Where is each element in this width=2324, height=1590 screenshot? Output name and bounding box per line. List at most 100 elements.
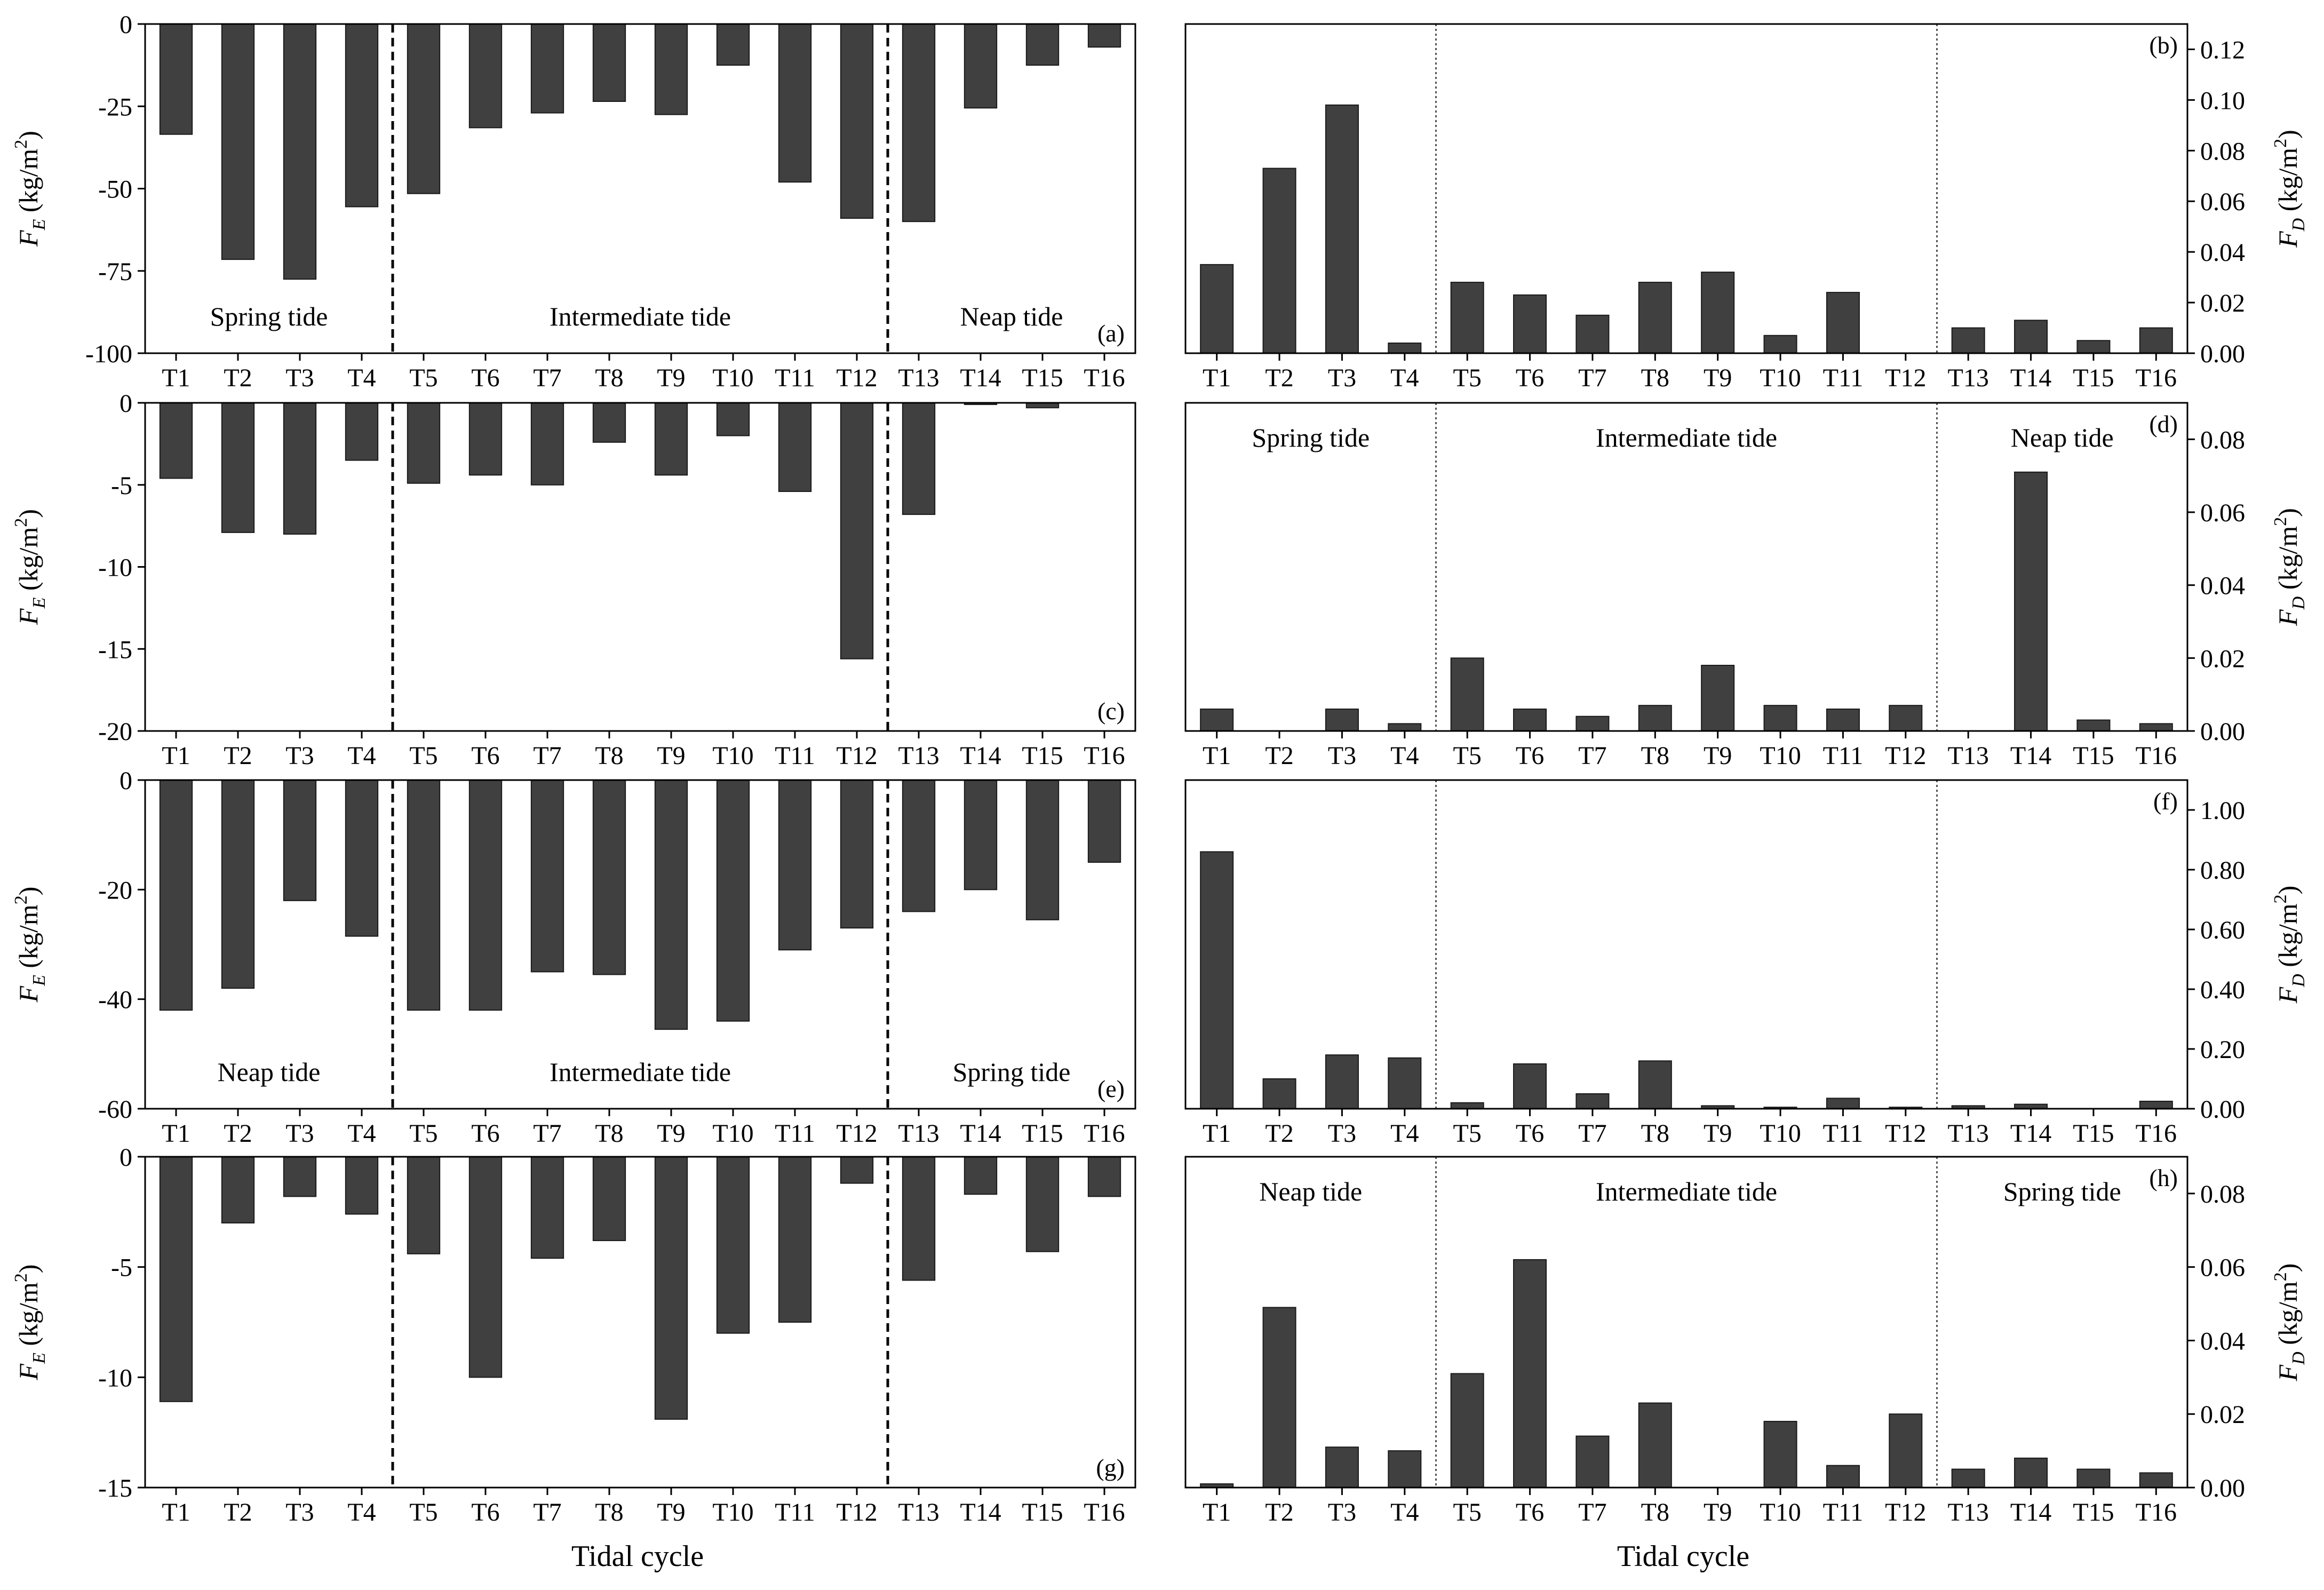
bar-e-T4 bbox=[346, 780, 378, 936]
bar-c-T7 bbox=[531, 403, 563, 485]
x-tick-label-T7: T7 bbox=[1578, 364, 1606, 392]
y-tick-label: -20 bbox=[98, 718, 132, 746]
x-tick-label-T10: T10 bbox=[1760, 742, 1801, 770]
bar-b-T9 bbox=[1701, 272, 1734, 353]
x-tick-label-T13: T13 bbox=[898, 364, 939, 392]
bar-e-T14 bbox=[965, 780, 997, 889]
y-axis-label-f-unit-close: ) bbox=[2273, 886, 2303, 895]
x-tick-label-T10: T10 bbox=[1760, 1498, 1801, 1527]
x-tick-label-T15: T15 bbox=[1022, 364, 1063, 392]
y-axis-label-h-subscript: D bbox=[2289, 1351, 2309, 1365]
tide-label-intermediate-tide: Intermediate tide bbox=[550, 301, 731, 331]
x-tick-label-T6: T6 bbox=[471, 1119, 499, 1148]
bar-g-T1 bbox=[160, 1157, 192, 1402]
bar-g-T8 bbox=[593, 1157, 625, 1241]
x-tick-label-T10: T10 bbox=[1760, 364, 1801, 392]
y-tick-label: -100 bbox=[85, 340, 132, 368]
bar-g-T16 bbox=[1088, 1157, 1120, 1196]
x-tick-label-T9: T9 bbox=[657, 1498, 685, 1527]
x-tick-label-T13: T13 bbox=[1948, 1498, 1989, 1527]
bar-b-T4 bbox=[1388, 343, 1421, 353]
y-tick-label: -25 bbox=[98, 93, 132, 121]
x-tick-label-T11: T11 bbox=[1823, 364, 1864, 392]
y-tick-label: -10 bbox=[98, 554, 132, 582]
bar-b-T13 bbox=[1952, 328, 1985, 353]
tide-label-spring-tide: Spring tide bbox=[210, 301, 328, 331]
y-tick-label: 0.00 bbox=[2200, 1474, 2245, 1502]
bar-e-T11 bbox=[779, 780, 811, 950]
y-tick-label: 0.06 bbox=[2200, 1254, 2245, 1282]
x-tick-label-T14: T14 bbox=[960, 364, 1001, 392]
x-tick-label-T3: T3 bbox=[1328, 1119, 1356, 1148]
tide-label-intermediate-tide: Intermediate tide bbox=[1596, 1176, 1777, 1206]
bar-b-T10 bbox=[1764, 336, 1797, 353]
x-tick-label-T1: T1 bbox=[162, 364, 190, 392]
bar-a-T14 bbox=[965, 24, 997, 108]
x-tick-label-T10: T10 bbox=[1760, 1119, 1801, 1148]
x-tick-label-T6: T6 bbox=[1516, 1498, 1544, 1527]
x-tick-label-T14: T14 bbox=[960, 1119, 1001, 1148]
y-axis-label-b-unit-close: ) bbox=[2273, 130, 2303, 139]
x-tick-label-T4: T4 bbox=[347, 1119, 376, 1148]
y-axis-label-a: FE (kg/m2) bbox=[11, 131, 49, 247]
bar-b-T1 bbox=[1200, 265, 1233, 353]
y-axis-label-b-unit-sup: 2 bbox=[2271, 139, 2290, 148]
y-axis-label-e-subscript: E bbox=[29, 975, 49, 987]
x-tick-label-T14: T14 bbox=[960, 742, 1001, 770]
x-tick-label-T1: T1 bbox=[162, 742, 190, 770]
x-tick-label-T6: T6 bbox=[1516, 742, 1544, 770]
bar-c-T4 bbox=[346, 403, 378, 460]
bar-d-T4 bbox=[1388, 724, 1421, 731]
bar-d-T9 bbox=[1701, 665, 1734, 731]
x-tick-label-T16: T16 bbox=[2136, 1498, 2177, 1527]
x-tick-label-T11: T11 bbox=[775, 1119, 815, 1148]
bar-h-T8 bbox=[1639, 1403, 1672, 1488]
bar-g-T5 bbox=[408, 1157, 440, 1254]
bar-h-T14 bbox=[2015, 1458, 2047, 1488]
x-tick-label-T1: T1 bbox=[1203, 364, 1231, 392]
x-tick-label-T2: T2 bbox=[1265, 1498, 1293, 1527]
bar-e-T10 bbox=[717, 780, 749, 1021]
y-axis-label-d-subscript: D bbox=[2289, 596, 2309, 610]
x-tick-label-T13: T13 bbox=[1948, 1119, 1989, 1148]
x-tick-label-T15: T15 bbox=[2073, 364, 2114, 392]
x-tick-label-T11: T11 bbox=[1823, 742, 1864, 770]
tide-label-neap-tide: Neap tide bbox=[960, 301, 1063, 331]
bar-a-T2 bbox=[222, 24, 254, 259]
bar-a-T6 bbox=[469, 24, 502, 128]
bar-g-T6 bbox=[469, 1157, 502, 1377]
bar-h-T15 bbox=[2077, 1469, 2110, 1488]
bar-d-T10 bbox=[1764, 705, 1797, 731]
x-tick-label-T1: T1 bbox=[1203, 1498, 1231, 1527]
x-tick-label-T5: T5 bbox=[1453, 1119, 1482, 1148]
x-tick-label-T10: T10 bbox=[712, 1119, 753, 1148]
bar-a-T4 bbox=[346, 24, 378, 206]
x-tick-label-T4: T4 bbox=[1390, 1498, 1419, 1527]
x-tick-label-T15: T15 bbox=[2073, 1498, 2114, 1527]
x-tick-label-T2: T2 bbox=[1265, 364, 1293, 392]
x-tick-label-T4: T4 bbox=[347, 742, 376, 770]
x-tick-label-T13: T13 bbox=[898, 742, 939, 770]
y-axis-label-a-unit: (kg/m bbox=[13, 149, 43, 219]
bar-e-T1 bbox=[160, 780, 192, 1010]
bar-a-T9 bbox=[655, 24, 687, 115]
x-tick-label-T9: T9 bbox=[1704, 1498, 1732, 1527]
bar-f-T5 bbox=[1451, 1103, 1484, 1109]
x-tick-label-T7: T7 bbox=[1578, 742, 1606, 770]
y-tick-label: 0.06 bbox=[2200, 188, 2245, 216]
y-axis-label-a-unit-sup: 2 bbox=[11, 140, 31, 149]
bar-d-T8 bbox=[1639, 705, 1672, 731]
y-axis-label-d-symbol: F bbox=[2273, 609, 2303, 626]
x-tick-label-T15: T15 bbox=[2073, 1119, 2114, 1148]
x-tick-label-T8: T8 bbox=[1641, 364, 1669, 392]
x-tick-label-T3: T3 bbox=[285, 1498, 314, 1527]
bar-c-T12 bbox=[841, 403, 873, 659]
x-tick-label-T9: T9 bbox=[657, 742, 685, 770]
y-tick-label: 0.04 bbox=[2200, 572, 2245, 600]
bar-d-T16 bbox=[2140, 724, 2172, 731]
x-tick-label-T5: T5 bbox=[409, 364, 437, 392]
x-tick-label-T8: T8 bbox=[595, 1119, 623, 1148]
y-tick-label: 0.02 bbox=[2200, 645, 2245, 673]
bar-b-T15 bbox=[2077, 340, 2110, 353]
